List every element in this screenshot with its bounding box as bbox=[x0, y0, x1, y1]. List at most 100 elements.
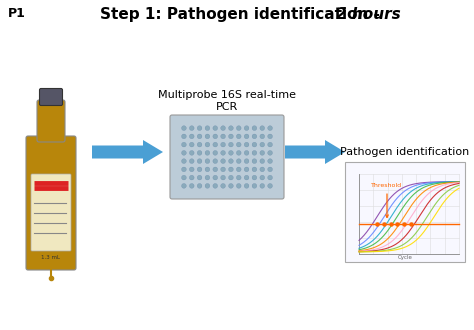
Text: Threshold: Threshold bbox=[372, 183, 402, 217]
Circle shape bbox=[268, 126, 273, 130]
Circle shape bbox=[244, 167, 249, 172]
Circle shape bbox=[228, 159, 233, 163]
Circle shape bbox=[237, 167, 241, 172]
Circle shape bbox=[221, 142, 226, 147]
Circle shape bbox=[268, 167, 273, 172]
Circle shape bbox=[197, 175, 202, 180]
Circle shape bbox=[244, 142, 249, 147]
Circle shape bbox=[221, 150, 226, 155]
Circle shape bbox=[252, 126, 257, 130]
Circle shape bbox=[182, 167, 186, 172]
Circle shape bbox=[260, 142, 264, 147]
Circle shape bbox=[237, 150, 241, 155]
Circle shape bbox=[190, 150, 194, 155]
FancyBboxPatch shape bbox=[31, 174, 71, 251]
Circle shape bbox=[268, 175, 273, 180]
Circle shape bbox=[221, 175, 226, 180]
Polygon shape bbox=[285, 140, 345, 164]
Circle shape bbox=[252, 150, 257, 155]
Text: Multiprobe 16S real-time
PCR: Multiprobe 16S real-time PCR bbox=[158, 90, 296, 112]
Circle shape bbox=[260, 159, 264, 163]
Circle shape bbox=[252, 134, 257, 139]
Circle shape bbox=[260, 183, 264, 188]
Circle shape bbox=[190, 134, 194, 139]
Circle shape bbox=[197, 159, 202, 163]
Circle shape bbox=[237, 126, 241, 130]
Circle shape bbox=[221, 126, 226, 130]
Circle shape bbox=[190, 183, 194, 188]
Circle shape bbox=[182, 183, 186, 188]
Circle shape bbox=[228, 175, 233, 180]
Circle shape bbox=[252, 142, 257, 147]
Circle shape bbox=[205, 159, 210, 163]
Polygon shape bbox=[92, 140, 163, 164]
Circle shape bbox=[228, 167, 233, 172]
Circle shape bbox=[190, 175, 194, 180]
Circle shape bbox=[182, 150, 186, 155]
Circle shape bbox=[190, 126, 194, 130]
Circle shape bbox=[252, 159, 257, 163]
Circle shape bbox=[268, 142, 273, 147]
Circle shape bbox=[252, 183, 257, 188]
Circle shape bbox=[252, 175, 257, 180]
Circle shape bbox=[237, 159, 241, 163]
Text: Cycle: Cycle bbox=[398, 255, 412, 260]
Circle shape bbox=[197, 183, 202, 188]
FancyBboxPatch shape bbox=[345, 162, 465, 262]
Circle shape bbox=[205, 175, 210, 180]
Circle shape bbox=[237, 142, 241, 147]
Circle shape bbox=[228, 126, 233, 130]
Circle shape bbox=[244, 175, 249, 180]
FancyBboxPatch shape bbox=[170, 115, 284, 199]
Circle shape bbox=[244, 126, 249, 130]
Circle shape bbox=[228, 134, 233, 139]
Circle shape bbox=[228, 150, 233, 155]
Circle shape bbox=[182, 142, 186, 147]
Circle shape bbox=[221, 167, 226, 172]
Circle shape bbox=[182, 159, 186, 163]
Circle shape bbox=[182, 134, 186, 139]
Circle shape bbox=[252, 167, 257, 172]
Circle shape bbox=[213, 183, 218, 188]
Circle shape bbox=[260, 134, 264, 139]
Circle shape bbox=[190, 142, 194, 147]
FancyBboxPatch shape bbox=[26, 136, 76, 270]
Circle shape bbox=[182, 175, 186, 180]
Circle shape bbox=[205, 126, 210, 130]
Circle shape bbox=[197, 150, 202, 155]
Circle shape bbox=[213, 175, 218, 180]
Circle shape bbox=[260, 175, 264, 180]
Circle shape bbox=[213, 126, 218, 130]
Circle shape bbox=[221, 183, 226, 188]
Circle shape bbox=[221, 134, 226, 139]
Circle shape bbox=[268, 183, 273, 188]
Text: P1: P1 bbox=[8, 7, 26, 20]
Circle shape bbox=[213, 167, 218, 172]
Circle shape bbox=[244, 159, 249, 163]
Text: 1.3 mL: 1.3 mL bbox=[42, 255, 61, 260]
Circle shape bbox=[197, 126, 202, 130]
Circle shape bbox=[228, 183, 233, 188]
Circle shape bbox=[260, 167, 264, 172]
Circle shape bbox=[260, 150, 264, 155]
Circle shape bbox=[221, 159, 226, 163]
Circle shape bbox=[244, 183, 249, 188]
Circle shape bbox=[205, 134, 210, 139]
Circle shape bbox=[205, 142, 210, 147]
Circle shape bbox=[213, 142, 218, 147]
Text: 2 hours: 2 hours bbox=[336, 7, 401, 22]
Text: Step 1: Pathogen identification -: Step 1: Pathogen identification - bbox=[100, 7, 385, 22]
Circle shape bbox=[260, 126, 264, 130]
Circle shape bbox=[244, 150, 249, 155]
Circle shape bbox=[268, 134, 273, 139]
Circle shape bbox=[268, 159, 273, 163]
FancyBboxPatch shape bbox=[37, 100, 65, 142]
Circle shape bbox=[213, 159, 218, 163]
Circle shape bbox=[228, 142, 233, 147]
Circle shape bbox=[182, 126, 186, 130]
Circle shape bbox=[205, 150, 210, 155]
Circle shape bbox=[213, 150, 218, 155]
Circle shape bbox=[197, 134, 202, 139]
FancyBboxPatch shape bbox=[39, 88, 63, 106]
Circle shape bbox=[237, 175, 241, 180]
